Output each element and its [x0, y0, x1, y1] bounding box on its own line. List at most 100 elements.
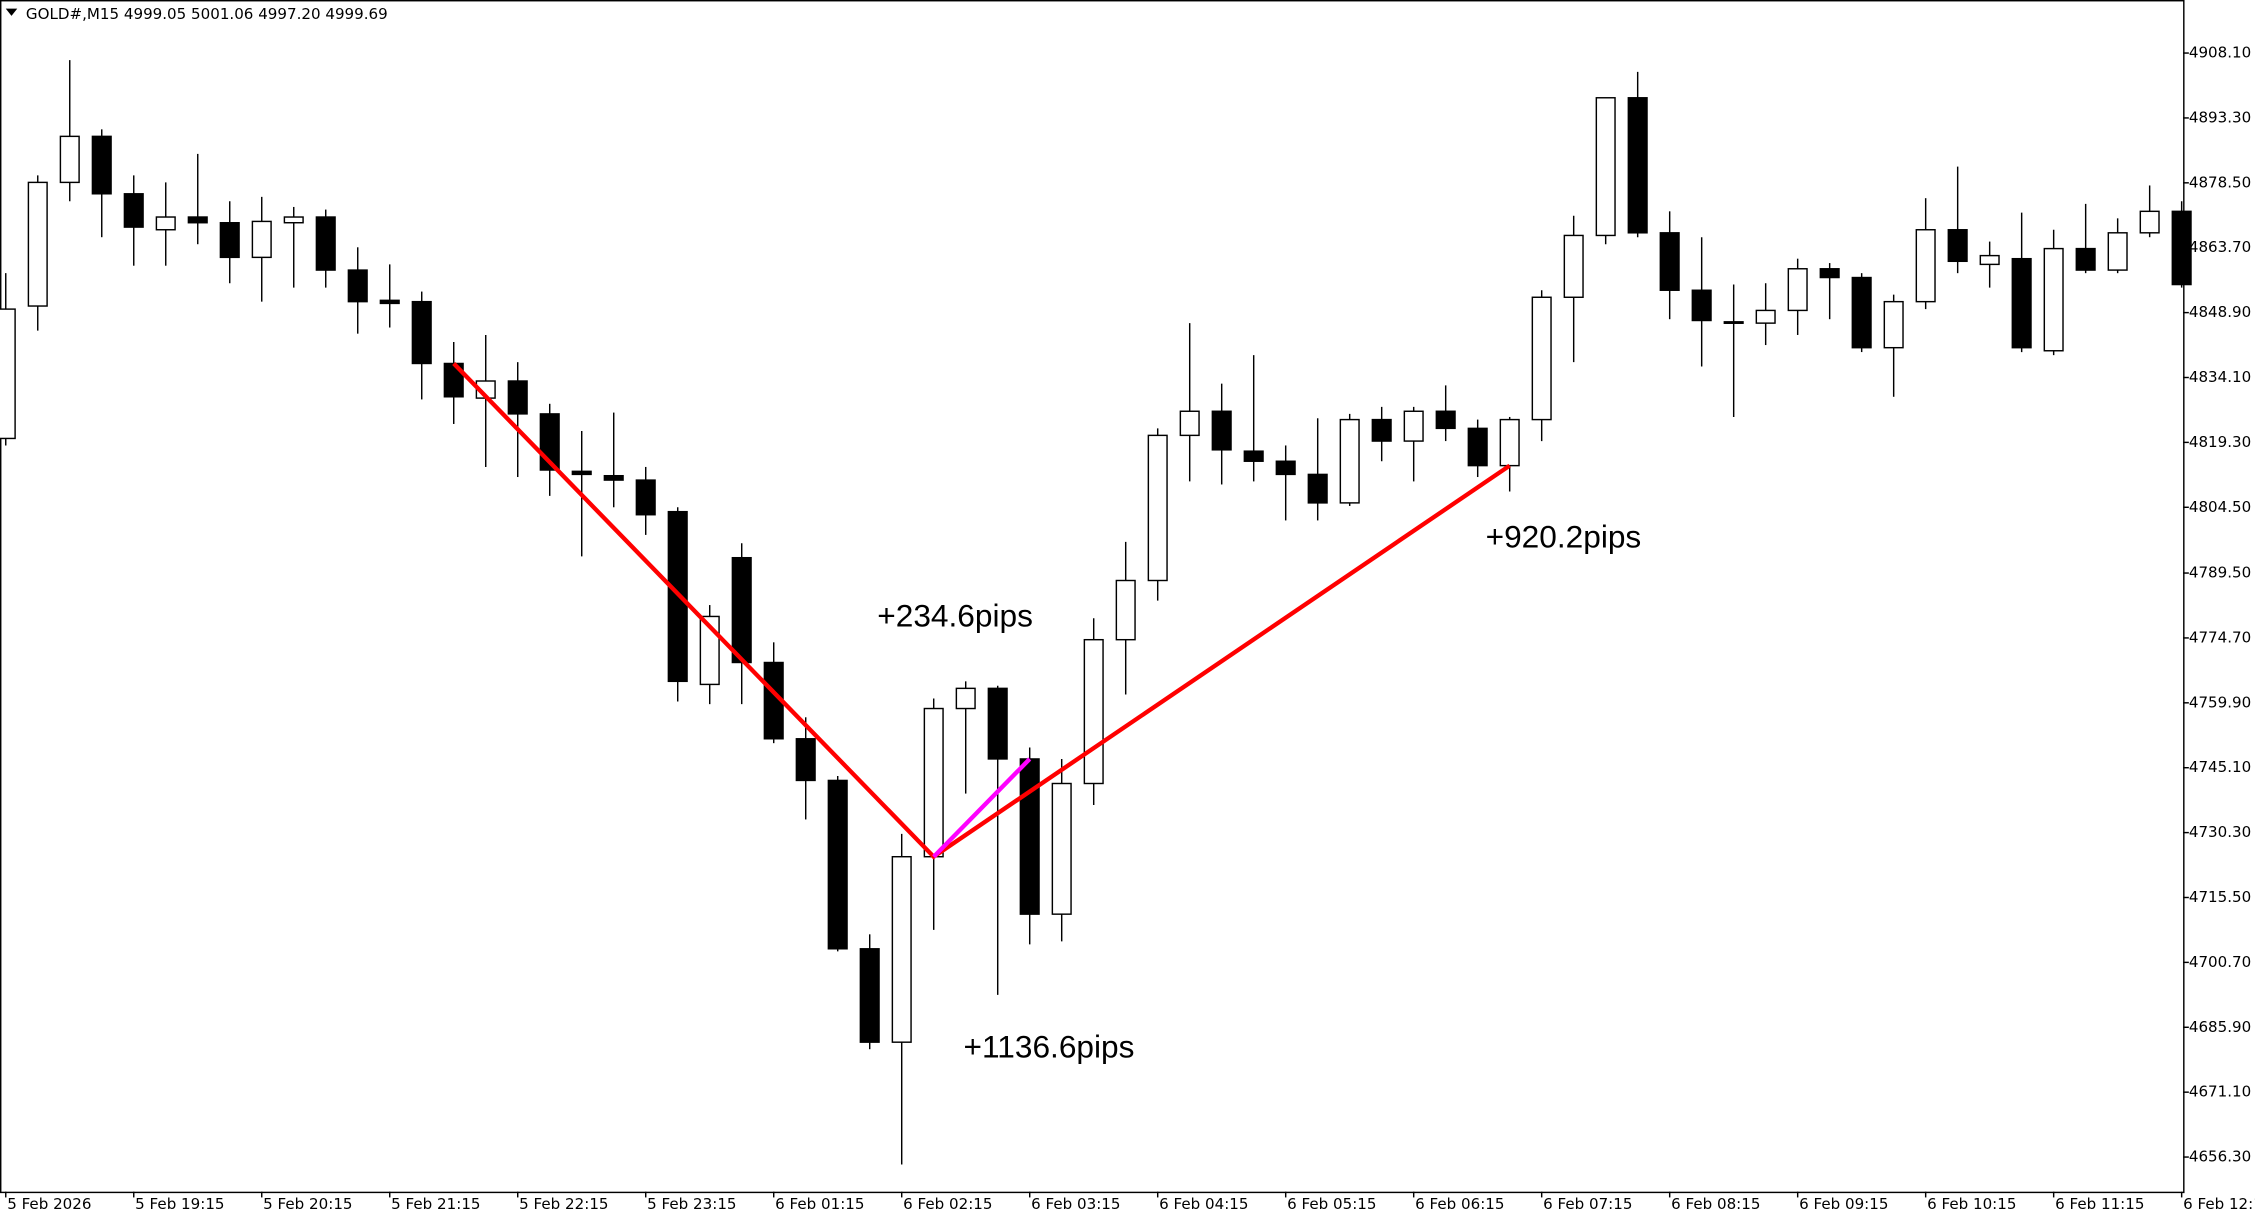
bull-body: [2107, 232, 2128, 271]
y-tick-label: 4819.30: [2189, 433, 2251, 451]
bull-body: [27, 181, 48, 307]
y-tick-label: 4908.10: [2189, 44, 2251, 62]
bull-body: [155, 216, 176, 231]
bear-body: [1307, 473, 1328, 504]
x-tick-label: 6 Feb 03:15: [1031, 1195, 1120, 1213]
trend-line: [932, 757, 1032, 859]
y-tick-label: 4789.50: [2189, 564, 2251, 582]
y-tick-label: 4700.70: [2189, 953, 2251, 971]
bear-body: [2075, 247, 2096, 271]
bear-body: [635, 479, 656, 516]
y-tick-label: 4804.50: [2189, 498, 2251, 516]
y-tick-label: 4878.50: [2189, 173, 2251, 191]
bull-body: [1147, 434, 1168, 582]
bear-body: [1947, 229, 1968, 263]
bull-body: [1339, 418, 1360, 504]
bear-body: [1627, 97, 1648, 234]
bear-body: [1371, 418, 1392, 442]
bull-body: [891, 855, 912, 1043]
pips-label: +234.6pips: [877, 597, 1033, 633]
y-tick-label: 4745.10: [2189, 758, 2251, 776]
x-tick-label: 5 Feb 23:15: [647, 1195, 736, 1213]
bull-body: [1115, 579, 1136, 641]
x-tick-label: 6 Feb 12:15: [2183, 1195, 2255, 1213]
bear-body: [987, 687, 1008, 760]
bull-body: [1883, 300, 1904, 349]
x-tick-label: 6 Feb 02:15: [903, 1195, 992, 1213]
bear-body: [1211, 410, 1232, 451]
y-tick-label: 4656.30: [2189, 1148, 2251, 1166]
bear-body: [827, 779, 848, 950]
x-tick-label: 6 Feb 01:15: [775, 1195, 864, 1213]
bull-body: [1179, 410, 1200, 437]
bear-body: [315, 216, 336, 271]
bear-body: [91, 135, 112, 195]
bull-body: [1563, 234, 1584, 298]
bear-body: [1467, 427, 1488, 467]
bull-body: [2139, 210, 2160, 234]
bull-body: [1499, 418, 1520, 467]
x-tick-label: 6 Feb 04:15: [1159, 1195, 1248, 1213]
bull-body: [1051, 782, 1072, 915]
bear-body: [1435, 410, 1456, 430]
y-tick-label: 4715.50: [2189, 888, 2251, 906]
y-tick-label: 4893.30: [2189, 108, 2251, 126]
bull-body: [1979, 254, 2000, 266]
bear-body: [571, 470, 592, 476]
bull-body: [1531, 296, 1552, 421]
chart-title: GOLD#,M15 4999.05 5001.06 4997.20 4999.6…: [26, 5, 388, 23]
bull-body: [1787, 268, 1808, 312]
bull-body: [1755, 309, 1776, 324]
x-tick-label: 5 Feb 19:15: [135, 1195, 224, 1213]
bull-body: [251, 220, 272, 259]
bull-body: [0, 308, 16, 440]
bull-body: [1915, 229, 1936, 303]
plot: +234.6pips +1136.6pips +920.2pips: [0, 60, 2192, 1165]
bear-body: [2011, 257, 2032, 349]
pips-label: +1136.6pips: [964, 1029, 1135, 1065]
x-tick-label: 6 Feb 11:15: [2055, 1195, 2144, 1213]
bear-body: [859, 948, 880, 1043]
bear-body: [1659, 232, 1680, 291]
bull-body: [59, 135, 80, 184]
bear-body: [507, 380, 528, 415]
y-tick-label: 4685.90: [2189, 1018, 2251, 1036]
bear-body: [1243, 450, 1264, 462]
x-tick-label: 6 Feb 06:15: [1415, 1195, 1504, 1213]
bull-body: [1403, 410, 1424, 442]
y-tick-label: 4730.30: [2189, 823, 2251, 841]
bear-body: [795, 738, 816, 782]
x-tick-label: 6 Feb 08:15: [1671, 1195, 1760, 1213]
bull-body: [283, 216, 304, 224]
y-tick-label: 4863.70: [2189, 238, 2251, 256]
bull-body: [2043, 247, 2064, 352]
y-tick-label: 4759.90: [2189, 693, 2251, 711]
x-tick-label: 6 Feb 07:15: [1543, 1195, 1632, 1213]
menu-arrow[interactable]: [5, 8, 18, 16]
bear-body: [1851, 276, 1872, 349]
x-tick-label: 5 Feb 21:15: [391, 1195, 480, 1213]
x-tick-label: 6 Feb 09:15: [1799, 1195, 1888, 1213]
bear-body: [2171, 210, 2192, 286]
bull-body: [955, 687, 976, 710]
x-tick-label: 6 Feb 05:15: [1287, 1195, 1376, 1213]
bear-body: [187, 216, 208, 224]
x-tick-label: 5 Feb 2026: [7, 1195, 91, 1213]
y-tick-label: 4834.10: [2189, 368, 2251, 386]
x-tick-label: 6 Feb 10:15: [1927, 1195, 2016, 1213]
bear-body: [1691, 289, 1712, 322]
bull-body: [1595, 97, 1616, 237]
x-tick-label: 5 Feb 22:15: [519, 1195, 608, 1213]
bear-body: [379, 299, 400, 305]
bull-body: [923, 707, 944, 858]
bear-body: [1275, 460, 1296, 476]
bull-body: [1083, 638, 1104, 785]
y-tick-label: 4848.90: [2189, 303, 2251, 321]
bear-body: [731, 556, 752, 664]
plot-frame: [0, 0, 2185, 1194]
bear-body: [1019, 758, 1040, 915]
pips-label: +920.2pips: [1486, 518, 1642, 554]
y-tick-label: 4671.10: [2189, 1083, 2251, 1101]
